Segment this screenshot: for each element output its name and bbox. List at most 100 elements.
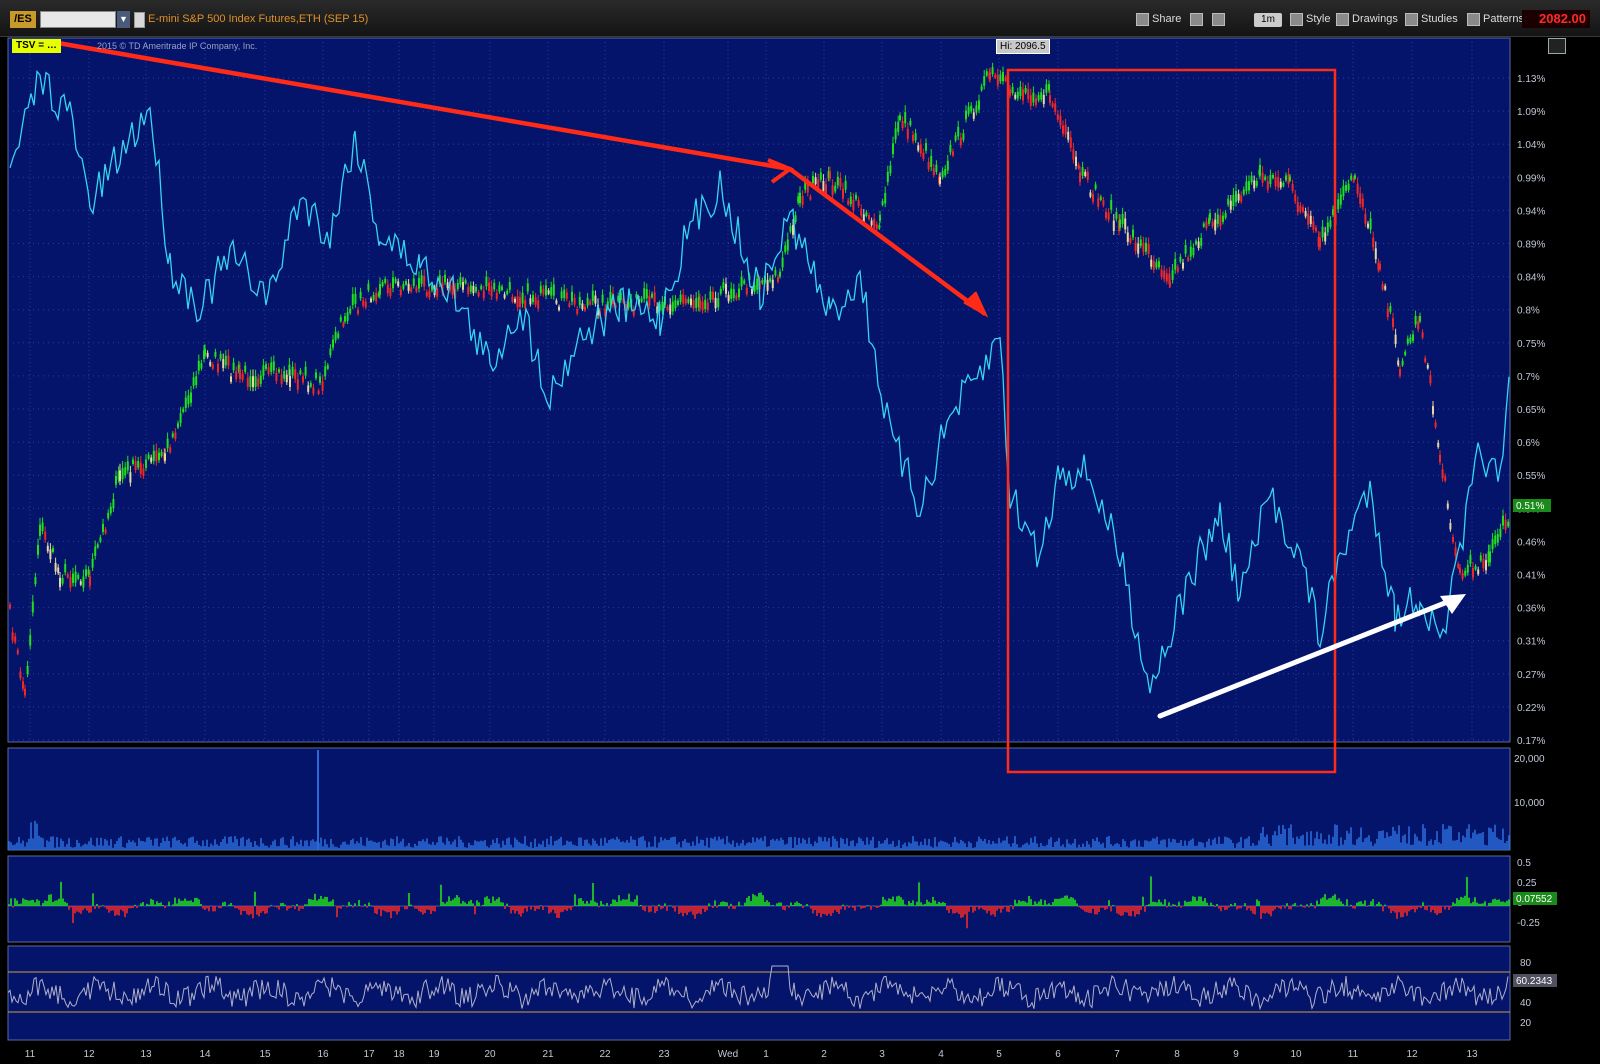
price-candle-body [1105, 212, 1107, 219]
symbol-badge[interactable]: /ES [10, 11, 36, 28]
price-candle-body [917, 145, 920, 151]
price-candle-body [996, 74, 999, 86]
price-candle-body [317, 390, 320, 394]
price-candle-body [87, 569, 90, 576]
price-candle-body [919, 144, 922, 154]
price-candle-body [386, 284, 389, 294]
patterns-button[interactable]: Patterns [1467, 10, 1524, 28]
instrument-title: E-mini S&P 500 Index Futures,ETH (SEP 15… [148, 13, 369, 25]
price-candle-body [14, 636, 17, 643]
price-candle-body [684, 298, 687, 304]
time-tick-label: 23 [658, 1049, 670, 1060]
study-badge[interactable]: TSV = … [12, 39, 61, 53]
price-candle-body [359, 291, 362, 299]
price-candle-body [983, 76, 986, 86]
price-candle-body [326, 365, 329, 369]
price-candle-body [506, 290, 509, 295]
chart-area[interactable]: 1.13% 1.09% 1.04% 0.99% 0.94% 0.89% 0.84% 0.8% 0… [0, 36, 1600, 1064]
price-candle-body [19, 671, 22, 679]
time-tick-label: 4 [938, 1049, 944, 1060]
price-candle-body [451, 285, 454, 295]
time-tick-label: 17 [363, 1049, 375, 1060]
price-candle-body [289, 376, 291, 387]
aggregation-button[interactable]: 1m [1254, 13, 1282, 27]
price-candle-body [109, 506, 112, 514]
price-tick-label: 0.36% [1517, 604, 1545, 615]
price-candle-body [1019, 86, 1022, 96]
price-candle-body [307, 385, 310, 392]
price-candle-body [259, 375, 262, 384]
price-candle-body [79, 581, 82, 585]
price-candle-body [697, 296, 700, 308]
price-candle-body [645, 289, 648, 299]
price-candle-body [332, 339, 334, 348]
price-candle-body [1205, 221, 1208, 229]
price-candle-body [884, 192, 887, 204]
price-candle-body [1289, 176, 1291, 181]
symbol-search-input[interactable] [40, 11, 116, 28]
price-candle-body [925, 143, 927, 151]
price-candle-body [285, 374, 288, 383]
price-candle-body [152, 450, 155, 461]
price-candle-body [410, 287, 413, 292]
price-candle-body [1158, 261, 1160, 268]
price-candle-body [1240, 195, 1243, 202]
price-candle-body [827, 171, 830, 179]
drawings-button[interactable]: Drawings [1336, 10, 1398, 28]
cursor-icon [1190, 12, 1203, 26]
price-candle-body [952, 151, 954, 156]
price-candle-body [142, 468, 145, 477]
price-candle-body [54, 562, 57, 572]
price-candle-body [74, 571, 77, 583]
price-candle-body [980, 86, 983, 91]
price-candle-body [296, 379, 299, 390]
price-candle-body [425, 292, 428, 297]
tsv-tick-label: 0.5 [1517, 858, 1531, 869]
price-candle-body [1059, 115, 1062, 126]
price-candle-body [41, 522, 44, 532]
price-candle-body [495, 292, 498, 300]
price-candle-body [1347, 183, 1350, 191]
osc-marker-label: 60.2343 [1516, 976, 1553, 987]
price-candle-body [825, 184, 827, 194]
drawing-tools-button[interactable] [1190, 10, 1203, 28]
price-candle-body [1069, 137, 1072, 148]
time-tick-label: 1 [763, 1049, 769, 1060]
price-candle-body [985, 71, 988, 76]
price-candle-body [1397, 360, 1400, 366]
settings-button[interactable] [1212, 10, 1225, 28]
price-candle-body [1337, 199, 1340, 210]
style-button[interactable]: Style [1290, 10, 1330, 28]
price-candle-body [139, 462, 142, 474]
price-candle-body [695, 298, 698, 308]
price-candle-body [812, 175, 814, 184]
price-candle-body [965, 110, 967, 120]
document-icon[interactable] [134, 12, 145, 28]
price-candle-body [704, 299, 707, 310]
price-candle-body [1255, 180, 1258, 186]
price-candle-body [962, 133, 965, 140]
price-candle-body [857, 200, 860, 206]
price-candle-body [801, 195, 804, 205]
red-arrow-elbow [767, 158, 795, 184]
price-candle-body [349, 308, 352, 314]
price-candle-body [1174, 258, 1177, 270]
price-candle-body [1075, 156, 1077, 167]
chevron-down-icon[interactable]: ▼ [117, 11, 130, 28]
time-tick-label: 18 [393, 1049, 405, 1060]
white-trend-arrow [1157, 594, 1463, 719]
price-candle-body [1176, 267, 1179, 272]
studies-button[interactable]: Studies [1405, 10, 1458, 28]
price-candle-body [402, 284, 405, 289]
price-candle-body [472, 285, 475, 294]
price-candle-body [847, 200, 850, 205]
price-tick-label: 0.55% [1517, 471, 1545, 482]
expand-icon[interactable] [1548, 38, 1566, 54]
price-tick-label: 0.6% [1517, 438, 1540, 449]
share-button[interactable]: Share [1136, 10, 1181, 28]
price-candle-body [640, 298, 643, 302]
share-label: Share [1152, 13, 1182, 25]
price-candle-body [904, 112, 907, 124]
price-candle-body [456, 282, 459, 290]
price-candle-body [1235, 190, 1237, 203]
